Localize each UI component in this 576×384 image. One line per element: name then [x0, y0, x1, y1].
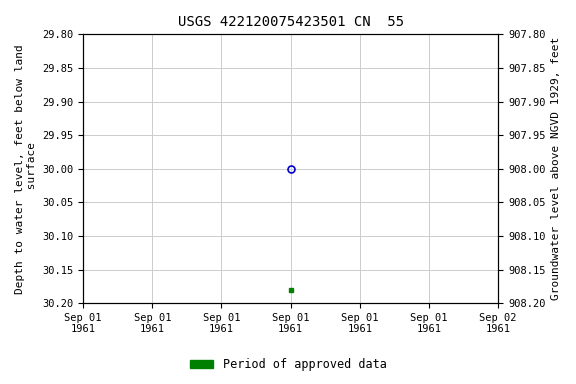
Y-axis label: Depth to water level, feet below land
 surface: Depth to water level, feet below land su…	[15, 44, 37, 294]
Legend: Period of approved data: Period of approved data	[185, 354, 391, 376]
Y-axis label: Groundwater level above NGVD 1929, feet: Groundwater level above NGVD 1929, feet	[551, 37, 561, 300]
Title: USGS 422120075423501 CN  55: USGS 422120075423501 CN 55	[177, 15, 404, 29]
